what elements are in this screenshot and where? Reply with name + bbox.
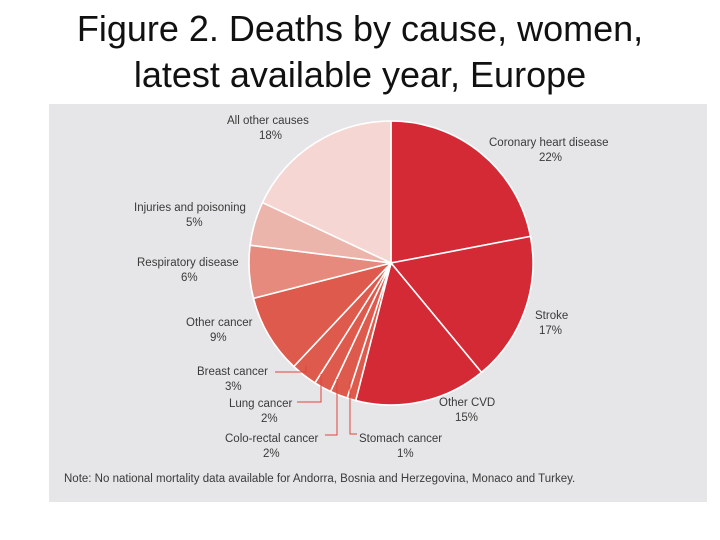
slice-value-breast-cancer: 3% xyxy=(225,381,242,393)
slice-value-injuries-and-poisoning: 5% xyxy=(186,217,203,229)
pie-slice-coronary-heart-disease xyxy=(390,120,532,264)
slice-value-colo-rectal-cancer: 2% xyxy=(263,448,280,460)
slice-value-lung-cancer: 2% xyxy=(261,413,278,425)
pie-slice-stroke xyxy=(389,235,534,374)
slice-label-other-cancer: Other cancer xyxy=(186,317,253,329)
slice-label-other-cvd: Other CVD xyxy=(439,397,495,409)
slice-label-coronary-heart-disease: Coronary heart disease xyxy=(489,137,609,149)
slice-value-coronary-heart-disease: 22% xyxy=(539,152,562,164)
slice-value-other-cvd: 15% xyxy=(455,412,478,424)
chart-panel: Coronary heart disease 22% Stroke 17% Other … xyxy=(49,104,707,502)
leader-line-lung-cancer xyxy=(297,374,322,403)
leader-line-stomach-cancer xyxy=(349,381,357,435)
slice-label-stomach-cancer: Stomach cancer xyxy=(359,433,442,445)
slice-value-respiratory-disease: 6% xyxy=(181,272,198,284)
slice-value-other-cancer: 9% xyxy=(210,332,227,344)
pie-slice-other-cancer xyxy=(252,261,394,368)
slice-value-stroke: 17% xyxy=(539,325,562,337)
slide-title: Figure 2. Deaths by cause, women, latest… xyxy=(0,6,720,98)
leader-line-colo-rectal-cancer xyxy=(325,379,338,436)
pie-slice-all-other-causes xyxy=(261,120,392,265)
slide-title-line-1: Figure 2. Deaths by cause, women, xyxy=(76,8,644,49)
slice-value-all-other-causes: 18% xyxy=(259,130,282,142)
pie-slice-other-cvd xyxy=(354,261,483,406)
pie-chart: Coronary heart disease 22% Stroke 17% Other … xyxy=(64,115,609,485)
slice-label-respiratory-disease: Respiratory disease xyxy=(137,257,239,269)
slice-label-breast-cancer: Breast cancer xyxy=(197,366,268,378)
chart-note: Note: No national mortality data availab… xyxy=(64,473,575,485)
slice-value-stomach-cancer: 1% xyxy=(397,448,414,460)
slice-label-stroke: Stroke xyxy=(535,310,568,322)
slice-label-colo-rectal-cancer: Colo-rectal cancer xyxy=(225,433,318,445)
slice-label-lung-cancer: Lung cancer xyxy=(229,398,292,410)
leader-line-breast-cancer xyxy=(275,366,307,373)
slice-label-injuries-and-poisoning: Injuries and poisoning xyxy=(134,202,246,214)
slide-title-line-2: latest available year, Europe xyxy=(133,54,587,95)
slice-label-all-other-causes: All other causes xyxy=(227,115,309,127)
